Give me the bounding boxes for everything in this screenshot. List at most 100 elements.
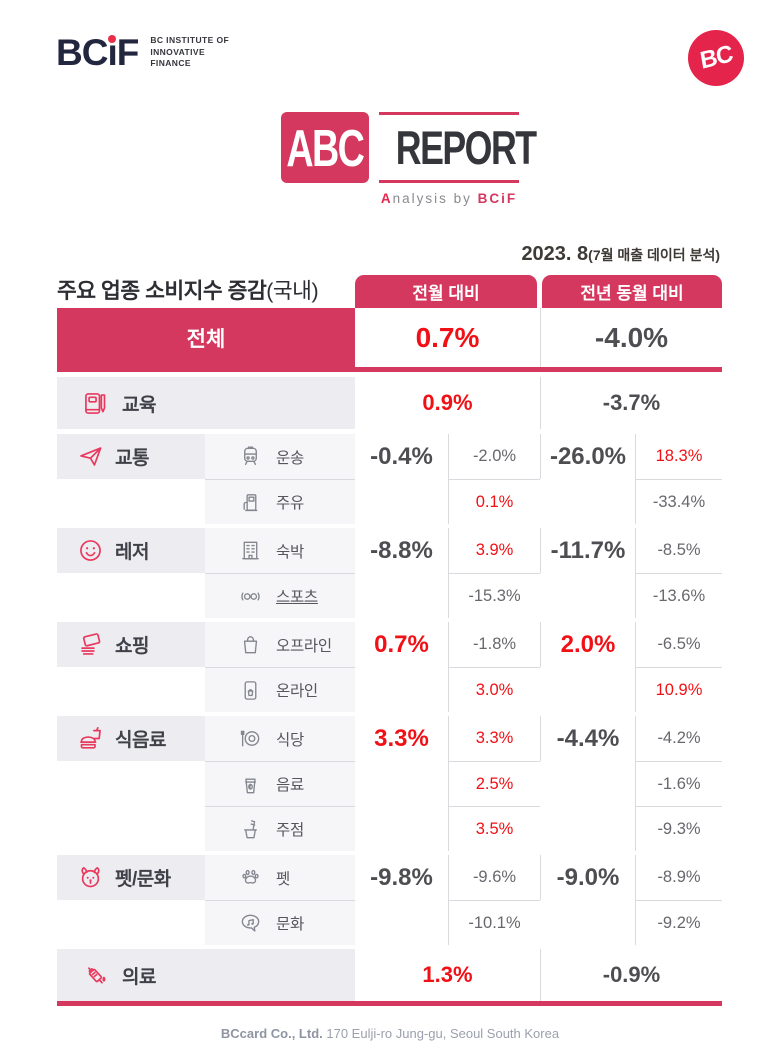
tagline-line: INNOVATIVE: [150, 46, 206, 57]
sub-mom-value: -15.3%: [448, 573, 540, 618]
hotel-icon: [239, 539, 262, 562]
yoy-value: -0.9%: [540, 949, 722, 1001]
subcategory-cell: 펫: [205, 855, 355, 900]
fuel-pump-icon: [239, 491, 262, 514]
subcategory-cell: 스포츠: [205, 573, 355, 618]
syringe-icon: [82, 962, 109, 989]
phone-shopping-icon: [239, 679, 262, 702]
footer: BCcard Co., Ltd. 170 Eulji-ro Jung-gu, S…: [0, 1026, 780, 1041]
row-shopping: 쇼핑 오프라인 온라인 0.7% -1.8% 3.0% 2.0% -6.5% 1…: [57, 622, 722, 712]
sub-mom-value: -10.1%: [448, 900, 540, 945]
abc-box: ABC: [281, 112, 369, 183]
sub-mom-value: -2.0%: [448, 434, 540, 479]
column-header-mom: 전월 대비: [355, 275, 537, 308]
category-cell: 의료: [57, 949, 355, 1001]
subcategory-label: 운송: [276, 449, 304, 467]
total-row: 전체 0.7% -4.0%: [57, 308, 722, 372]
sub-yoy-value: -13.6%: [635, 573, 722, 618]
subcategory-cell: 오프라인: [205, 622, 355, 667]
wine-bucket-icon: [239, 818, 262, 841]
subcategory-cell: 음료: [205, 761, 355, 806]
dumbbell-icon: [239, 585, 262, 608]
bcif-tagline: BC INSTITUTE OF INNOVATIVE FINANCE: [150, 35, 229, 69]
bc-card-logo-icon: BC: [688, 30, 744, 86]
table-title: 주요 업종 소비지수 증감(국내): [57, 274, 355, 308]
sub-yoy-value: -6.5%: [635, 622, 722, 667]
subcategory-label: 펫: [276, 870, 290, 888]
analysis-subtitle: Analysis by BCiF: [381, 191, 517, 206]
subcategory-cell: 주점: [205, 806, 355, 851]
report-top-rule: [379, 112, 519, 115]
paw-icon: [239, 866, 262, 889]
yoy-value: -9.0%: [540, 855, 635, 900]
tagline-line: BC INSTITUTE OF: [150, 35, 230, 46]
subtitle-brand: BCiF: [477, 191, 518, 206]
bcif-wordmark: BCıF: [56, 32, 140, 73]
bcif-wordmark-bc: BC: [56, 32, 108, 73]
music-bubble-icon: [239, 912, 262, 935]
sub-mom-value: 0.1%: [448, 479, 540, 524]
burger-drink-icon: [77, 725, 104, 752]
report-text: REPORT: [395, 120, 537, 174]
category-cell: 교통: [57, 434, 205, 479]
mom-value: 1.3%: [422, 962, 473, 987]
bcif-wordmark-i: ı: [107, 32, 117, 73]
subtitle-a: A: [380, 191, 393, 206]
total-label: 전체: [57, 308, 355, 367]
hand-card-icon: [77, 631, 104, 658]
date-main: 2023. 8: [521, 243, 589, 265]
subcategory-cell: 주유: [205, 479, 355, 524]
yoy-value: -4.4%: [540, 716, 635, 761]
table-header: 주요 업종 소비지수 증감(국내) 전월 대비 전년 동월 대비: [57, 274, 722, 308]
total-yoy-value: -4.0%: [540, 308, 722, 367]
subcategory-label: 숙박: [276, 543, 304, 561]
subcategory-label: 음료: [276, 777, 304, 794]
yoy-value: -3.7%: [540, 377, 722, 429]
sub-yoy-value: -8.9%: [635, 855, 722, 900]
category-label: 펫/문화: [115, 869, 171, 890]
bcif-logo: BCıF BC INSTITUTE OF INNOVATIVE FINANCE: [56, 34, 229, 71]
table-title-note: (국내): [266, 279, 319, 303]
tagline-line: FINANCE: [150, 58, 191, 69]
row-food-beverage: 식음료 식당 음료 주점 3.3% 3.3% 2.5% 3.5% -4.4% -…: [57, 716, 722, 851]
row-transport: 교통 운송 주유 -0.4% -2.0% 0.1% -26.0% 18.3% -…: [57, 434, 722, 524]
row-education: 교육 0.9% -3.7%: [57, 377, 722, 429]
subcategory-label: 스포츠: [276, 589, 318, 606]
bcif-wordmark-f: F: [116, 32, 140, 73]
abc-report-logo: ABC REPORT Analysis by BCiF: [0, 112, 780, 206]
sub-mom-value: 3.9%: [448, 528, 540, 573]
coffee-cup-icon: [239, 773, 262, 796]
subcategory-label: 온라인: [276, 683, 318, 700]
sub-mom-value: -1.8%: [448, 622, 540, 667]
row-pet-culture: 펫/문화 펫 문화 -9.8% -9.6% -10.1% -9.0% -8.9%…: [57, 855, 722, 945]
subcategory-cell: 운송: [205, 434, 355, 479]
table-title-main: 주요 업종 소비지수 증감: [57, 279, 267, 303]
category-cell: 쇼핑: [57, 622, 205, 667]
smiley-icon: [77, 537, 104, 564]
report-box: REPORT: [379, 112, 537, 183]
category-label: 교통: [115, 448, 149, 469]
subcategory-cell: 온라인: [205, 667, 355, 712]
dog-icon: [77, 864, 104, 891]
category-cell: 레저: [57, 528, 205, 573]
category-cell: 펫/문화: [57, 855, 205, 900]
abc-text: ABC: [286, 118, 365, 177]
plate-fork-icon: [239, 727, 262, 750]
category-cell: 교육: [57, 377, 355, 429]
row-leisure: 레저 숙박 스포츠 -8.8% 3.9% -15.3% -11.7% -8.5%…: [57, 528, 722, 618]
subcategory-cell: 문화: [205, 900, 355, 945]
report-date: 2023. 8(7월 매출 데이터 분석): [57, 243, 722, 266]
sub-mom-value: -9.6%: [448, 855, 540, 900]
sub-mom-value: 3.5%: [448, 806, 540, 851]
category-label: 의료: [122, 966, 156, 988]
yoy-value: 2.0%: [540, 622, 635, 667]
subcategory-label: 주점: [276, 822, 304, 839]
mom-value: 3.3%: [374, 724, 429, 752]
subcategory-label: 문화: [276, 916, 304, 933]
yoy-value: -26.0%: [540, 434, 635, 479]
category-cell: 식음료: [57, 716, 205, 761]
category-label: 쇼핑: [115, 636, 149, 657]
subtitle-rest: nalysis by: [392, 191, 478, 206]
mom-value: -9.8%: [370, 863, 433, 891]
